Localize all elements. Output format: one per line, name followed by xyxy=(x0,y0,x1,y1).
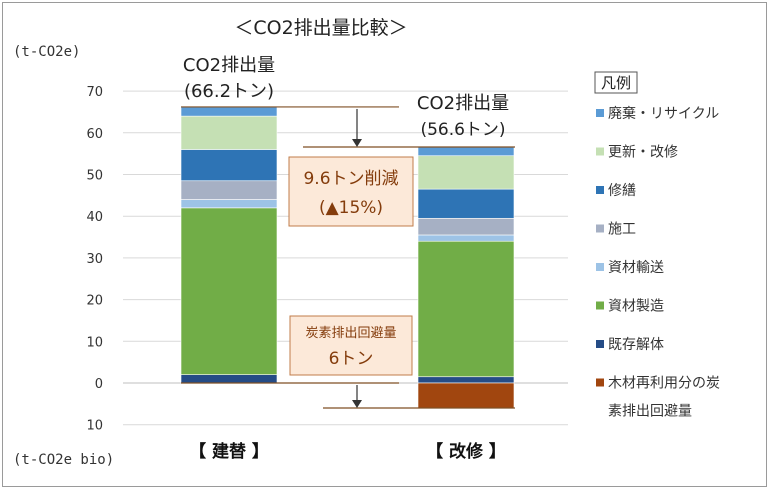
y-tick-label: 10 xyxy=(86,335,103,350)
legend-title: 凡例 xyxy=(601,74,631,92)
guide-layer xyxy=(181,106,515,409)
y-tick-label: 40 xyxy=(86,210,103,225)
co2-comparison-chart: 70 60 50 40 30 20 10 0 10 【 建替 】 【 改修 】 ＜CO2排出量比較… xyxy=(13,17,720,468)
legend-label: 資材輸送 xyxy=(608,260,664,276)
avoidance-annotation: 炭素排出回避量 6トン xyxy=(289,315,413,376)
bar-segment xyxy=(417,188,515,219)
legend-swatch xyxy=(596,224,604,233)
y-tick-label: 0 xyxy=(95,377,103,392)
total-label-renovate: CO2排出量 xyxy=(417,93,509,114)
bar-segment xyxy=(180,149,278,182)
legend-label: 廃棄・リサイクル xyxy=(608,105,719,122)
bar-segment xyxy=(417,234,515,242)
legend-swatch xyxy=(596,147,604,156)
total-value-rebuild: (66.2トン) xyxy=(184,81,274,102)
avoid-box-bg xyxy=(289,315,413,376)
bar-segment xyxy=(417,382,515,409)
total-label-rebuild: CO2排出量 xyxy=(183,55,275,76)
bar-segment xyxy=(417,155,515,190)
legend-label: 既存解体 xyxy=(608,337,664,353)
y-tick-label: 30 xyxy=(86,252,103,267)
legend-swatch xyxy=(596,109,604,117)
bars-layer: 【 建替 】 【 改修 】 xyxy=(180,106,515,462)
legend-label: 修繕 xyxy=(608,183,636,199)
avoid-label: 炭素排出回避量 xyxy=(305,326,396,341)
legend-label: 木材再利用分の炭 xyxy=(608,376,720,392)
legend-swatch xyxy=(596,263,604,271)
reduction-arrowhead xyxy=(352,138,362,147)
text-layer: ＜CO2排出量比較＞ (t-CO2e) (t-CO2e bio) CO2排出量 … xyxy=(13,17,509,468)
bar-segment xyxy=(180,207,278,375)
reduction-box-bg xyxy=(288,156,414,227)
legend-swatch xyxy=(596,301,604,310)
legend-label: 資材製造 xyxy=(608,299,664,315)
legend: 凡例 廃棄・リサイクル更新・改修修繕施工資材輸送資材製造既存解体木材再利用分の炭… xyxy=(594,71,720,420)
legend-swatch xyxy=(596,378,604,387)
avoid-arrowhead xyxy=(352,400,362,409)
legend-title-box xyxy=(594,71,638,94)
bar-segment xyxy=(180,180,278,200)
bar-segment xyxy=(417,217,515,236)
reduction-annotation: 9.6トン削減 (▲15%) xyxy=(288,156,414,227)
legend-swatch xyxy=(596,186,604,194)
avoid-value: 6トン xyxy=(329,349,374,369)
x-category-label: 【 改修 】 xyxy=(426,441,506,462)
y-tick-label: 70 xyxy=(86,85,103,100)
reduction-percent: (▲15%) xyxy=(319,198,383,218)
legend-label: 更新・改修 xyxy=(608,145,678,161)
legend-swatch xyxy=(596,340,604,348)
bar-segment xyxy=(180,106,278,117)
bar-segment xyxy=(417,146,515,157)
y-tick-label: 10 xyxy=(86,419,103,434)
bar-segment xyxy=(180,374,278,384)
bar-segment xyxy=(417,376,515,384)
y-axis-label: (t-CO2e) xyxy=(13,44,80,60)
y-tick-label: 20 xyxy=(86,294,103,309)
bar-segment xyxy=(180,199,278,209)
chart-title: ＜CO2排出量比較＞ xyxy=(234,17,407,39)
bar-segment xyxy=(180,115,278,150)
total-value-renovate: (56.6トン) xyxy=(420,120,505,140)
reduction-text: 9.6トン削減 xyxy=(303,169,398,189)
y-tick-label: 60 xyxy=(86,127,103,142)
bar-segment xyxy=(417,240,515,378)
y-tick-label: 50 xyxy=(86,169,103,184)
legend-label: 素排出回避量 xyxy=(608,404,692,420)
x-category-label: 【 建替 】 xyxy=(189,441,269,462)
legend-label: 施工 xyxy=(608,222,636,238)
y-axis-label-bottom: (t-CO2e bio) xyxy=(13,452,114,468)
